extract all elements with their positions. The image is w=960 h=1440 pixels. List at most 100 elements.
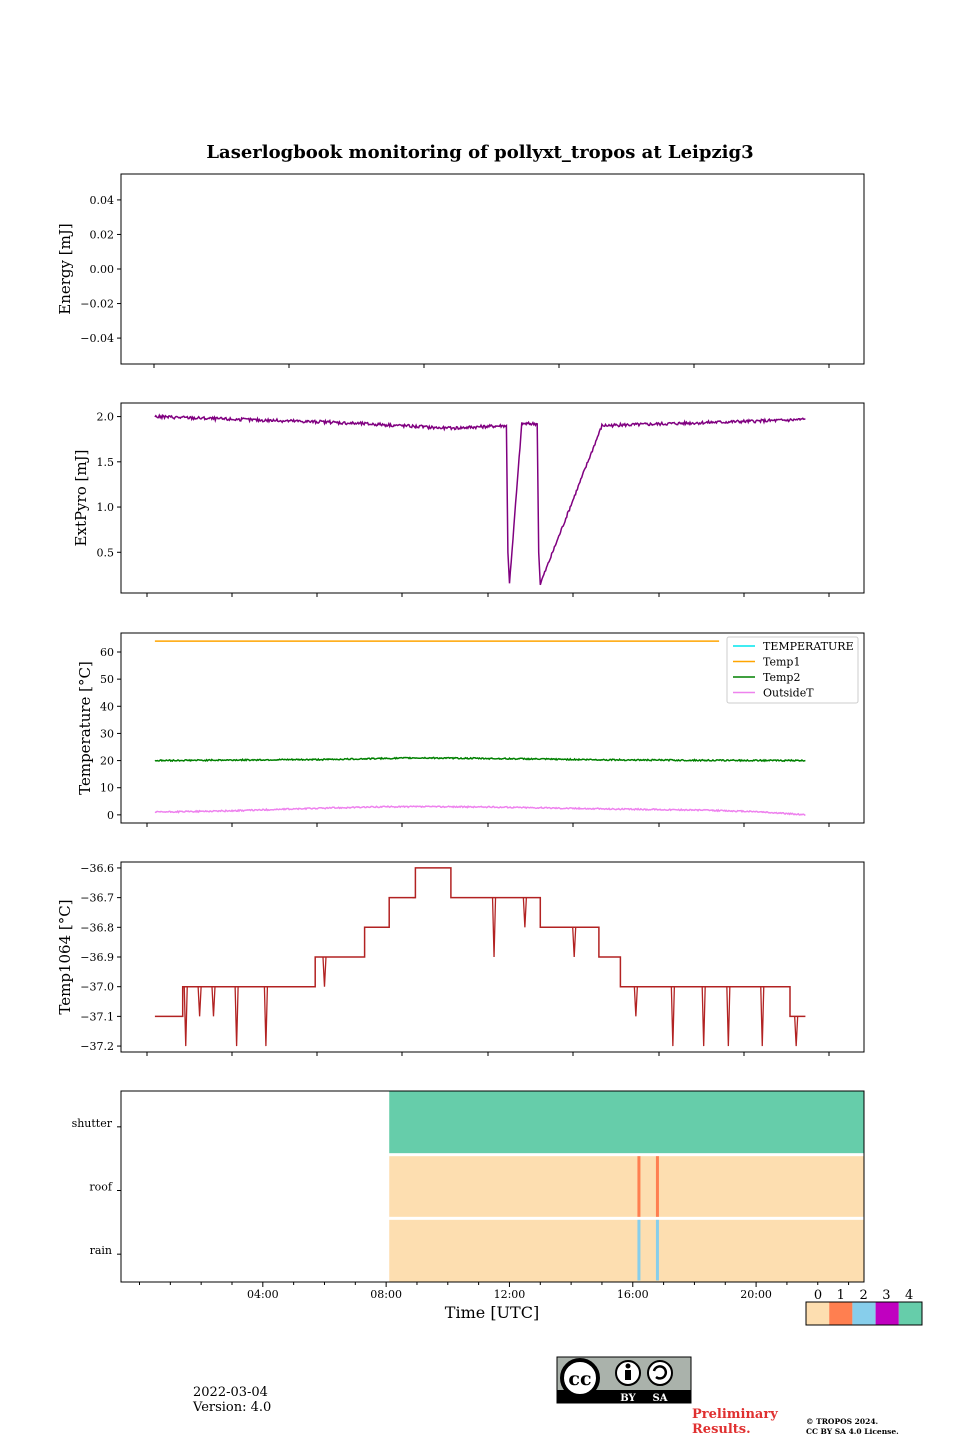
y-axis-label-1: ExtPyro [mJ] — [72, 450, 90, 547]
series-line-temp2 — [154, 756, 806, 763]
status-row-rain — [389, 1219, 864, 1282]
temp1064-spike-2 — [234, 986, 239, 1047]
y-tick-label-3-5: −37.1 — [80, 1010, 114, 1023]
colorbar-tick-label-2: 2 — [859, 1288, 867, 1303]
legend-box — [726, 636, 859, 704]
temp1064-spike-12 — [701, 986, 706, 1047]
plot-frame-1 — [120, 402, 865, 594]
cc-license-logo: cc BY SA — [556, 1356, 692, 1404]
series-line-temp1064 — [154, 867, 806, 1018]
colorbar-swatch-1 — [829, 1302, 853, 1325]
chart-panels: 0.04 0.02 0.00 −0.02 −0.04 Energy [mJ] 2.0 1.5 1… — [56, 173, 923, 1326]
y-axis-label-2: Temperature [°C] — [76, 661, 94, 795]
x-tick-label-2: 12:00 — [494, 1288, 526, 1301]
y-tick-label-2-0: 60 — [100, 646, 114, 659]
legend-label-0: TEMPERATURE — [763, 640, 854, 653]
series-line-extpyro — [154, 413, 806, 586]
status-row-label-rain: rain — [90, 1244, 112, 1257]
y-tick-label-1-1: 1.5 — [97, 456, 115, 469]
cc-logo-text: cc — [568, 1368, 591, 1390]
y-axis-label-0: Energy [mJ] — [56, 223, 74, 314]
temp1064-spike-8 — [522, 897, 528, 928]
colorbar-tick-label-3: 3 — [882, 1288, 890, 1303]
colorbar-swatch-4 — [898, 1302, 922, 1325]
y-tick-label-3-4: −37.0 — [80, 981, 114, 994]
colorbar-swatch-2 — [852, 1302, 876, 1325]
preliminary-line-2: Results. — [692, 1422, 751, 1437]
sa-arrow-icon — [652, 1365, 668, 1380]
y-tick-label-0-3: −0.02 — [80, 298, 114, 311]
temp1064-spike-7 — [491, 897, 497, 958]
legend: TEMPERATURE Temp1 Temp2 OutsideT — [726, 636, 859, 704]
colorbar-frame — [805, 1301, 923, 1326]
figure-title: Laserlogbook monitoring of pollyxt_tropo… — [206, 142, 753, 163]
temp1064-spike-9 — [572, 927, 577, 958]
y-axis-label-3: Temp1064 [°C] — [56, 899, 74, 1014]
y-tick-label-2-5: 10 — [100, 782, 114, 795]
colorbar-tick-label-4: 4 — [905, 1288, 913, 1303]
x-tick-label-3: 16:00 — [617, 1288, 649, 1301]
status-row-shutter — [389, 1091, 864, 1154]
sa-share-icon — [647, 1360, 673, 1386]
status-event-roof-1 — [655, 1156, 659, 1217]
date-label: 2022-03-04 — [193, 1385, 268, 1400]
status-row-roof — [389, 1156, 864, 1217]
plot-frame-2 — [120, 632, 865, 824]
temp1064-spike-5 — [322, 956, 327, 987]
legend-label-2: Temp2 — [763, 671, 800, 684]
y-tick-label-2-3: 30 — [100, 727, 114, 740]
preliminary-line-1: Preliminary — [692, 1407, 778, 1422]
y-tick-label-2-1: 50 — [100, 673, 114, 686]
temp1064-spike-11 — [670, 986, 676, 1047]
y-tick-label-0-4: −0.04 — [80, 332, 114, 345]
colorbar-swatch-3 — [875, 1302, 899, 1325]
y-tick-label-2-6: 0 — [107, 809, 114, 822]
by-text: BY — [620, 1393, 636, 1404]
y-tick-label-1-2: 1.0 — [97, 501, 115, 514]
y-tick-label-3-3: −36.9 — [80, 951, 114, 964]
y-tick-label-2-4: 20 — [100, 755, 114, 768]
version-label: Version: 4.0 — [192, 1400, 271, 1415]
legend-label-3: OutsideT — [763, 687, 814, 700]
copyright-line-2: CC BY SA 4.0 License. — [806, 1427, 899, 1436]
sa-text: SA — [653, 1393, 668, 1404]
legend-label-1: Temp1 — [763, 656, 800, 669]
y-tick-label-3-2: −36.8 — [80, 921, 114, 934]
y-tick-label-3-6: −37.2 — [80, 1040, 114, 1053]
temp1064-spike-15 — [794, 1016, 799, 1047]
status-row-label-roof: roof — [89, 1181, 113, 1194]
y-tick-label-0-0: 0.04 — [90, 194, 115, 207]
temp1064-spike-13 — [726, 986, 731, 1047]
status-row-label-shutter: shutter — [72, 1117, 113, 1130]
y-tick-label-0-2: 0.00 — [90, 263, 115, 276]
plot-frame-3 — [120, 861, 865, 1053]
plot-frame-0 — [120, 173, 865, 365]
x-tick-label-4: 20:00 — [740, 1288, 772, 1301]
y-tick-label-3-0: −36.6 — [80, 862, 114, 875]
series-line-outsidet — [154, 804, 806, 816]
status-event-rain-3 — [655, 1219, 659, 1281]
y-tick-label-1-0: 2.0 — [97, 411, 115, 424]
cc-circle-icon — [560, 1358, 600, 1398]
y-tick-label-1-3: 0.5 — [97, 546, 115, 559]
temp1064-spike-3 — [263, 986, 269, 1047]
temp1064-spike-4 — [211, 986, 216, 1017]
by-person-body-icon — [625, 1370, 631, 1380]
plot-frame-4 — [120, 1090, 865, 1283]
y-tick-label-0-1: 0.02 — [90, 228, 115, 241]
colorbar-swatch-0 — [806, 1302, 830, 1325]
temp1064-spike-10 — [633, 986, 639, 1017]
colorbar-tick-label-0: 0 — [814, 1288, 822, 1303]
x-tick-label-1: 08:00 — [370, 1288, 402, 1301]
by-person-head-icon — [625, 1363, 631, 1369]
footer: 2022-03-04 Version: 4.0 cc BY SA Prelimi… — [192, 1356, 899, 1437]
colorbar-tick-label-1: 1 — [837, 1288, 845, 1303]
x-tick-label-0: 04:00 — [247, 1288, 279, 1301]
temp1064-spike-1 — [197, 986, 202, 1017]
temp1064-spike-0 — [183, 986, 188, 1047]
y-tick-label-2-2: 40 — [100, 700, 114, 713]
status-event-rain-2 — [637, 1219, 641, 1281]
y-tick-label-3-1: −36.7 — [80, 892, 114, 905]
status-event-roof-0 — [637, 1156, 641, 1217]
